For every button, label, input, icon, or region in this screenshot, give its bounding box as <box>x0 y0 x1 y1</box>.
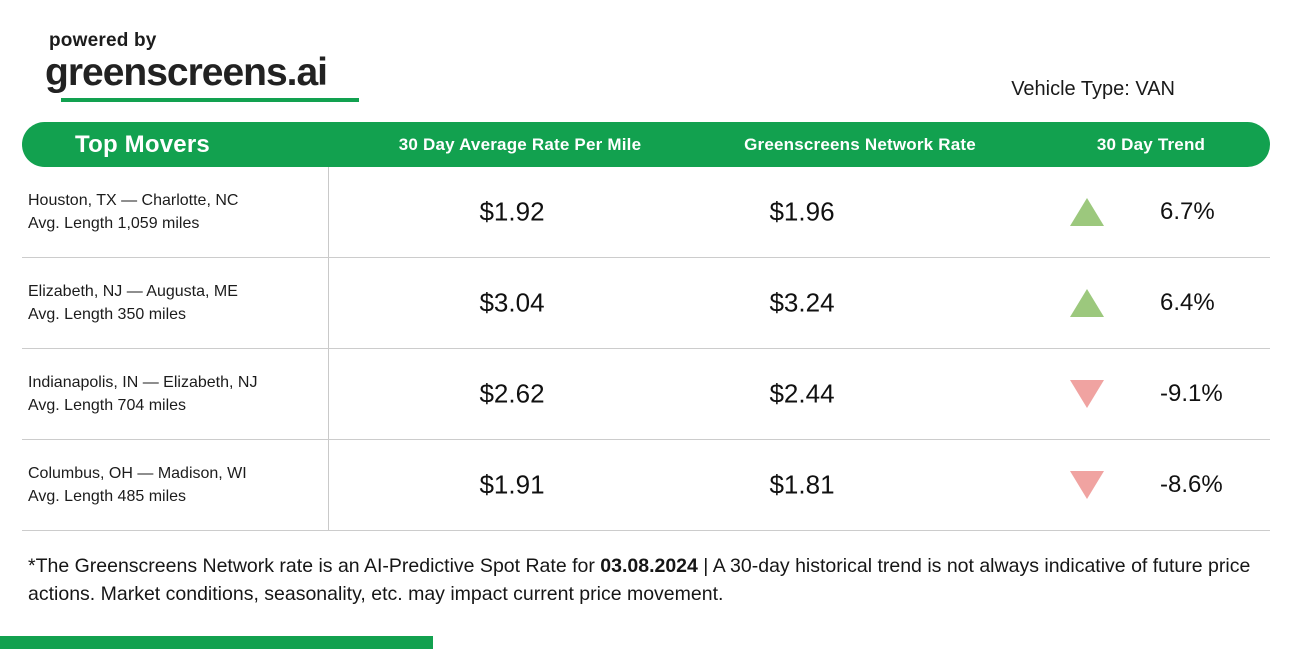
avg-rate-value: $2.62 <box>479 378 545 409</box>
table-row: Indianapolis, IN — Elizabeth, NJ Avg. Le… <box>22 349 1270 440</box>
table-row: Columbus, OH — Madison, WI Avg. Length 4… <box>22 440 1270 531</box>
disclaimer-date: 03.08.2024 <box>600 555 698 577</box>
table-row: Houston, TX — Charlotte, NC Avg. Length … <box>22 167 1270 258</box>
powered-by-label: powered by <box>49 30 157 51</box>
network-rate-value: $1.96 <box>769 196 835 227</box>
trend-value: 6.7% <box>1160 198 1215 225</box>
trend-up-icon <box>1070 198 1104 226</box>
trend-down-icon <box>1070 380 1104 408</box>
bottom-accent-bar <box>0 636 433 649</box>
route-name: Houston, TX — Charlotte, NC <box>28 192 239 209</box>
route-name: Columbus, OH — Madison, WI <box>28 465 247 482</box>
greenscreens-logo: powered by greenscreens.ai <box>45 30 359 102</box>
trend-value: 6.4% <box>1160 289 1215 316</box>
route-avg-length: Avg. Length 1,059 miles <box>28 215 200 232</box>
column-divider <box>328 167 329 531</box>
top-movers-table: Houston, TX — Charlotte, NC Avg. Length … <box>22 167 1270 531</box>
column-header-network-rate: Greenscreens Network Rate <box>744 134 976 154</box>
route-avg-length: Avg. Length 350 miles <box>28 306 187 323</box>
logo-underline <box>61 98 359 102</box>
network-rate-value: $2.44 <box>769 378 835 409</box>
table-header-bar: Top Movers 30 Day Average Rate Per Mile … <box>22 122 1270 167</box>
column-header-trend: 30 Day Trend <box>1096 134 1206 154</box>
route-cell: Houston, TX — Charlotte, NC Avg. Length … <box>28 189 238 235</box>
network-rate-value: $3.24 <box>769 287 835 318</box>
route-avg-length: Avg. Length 485 miles <box>28 488 187 505</box>
route-name: Elizabeth, NJ — Augusta, ME <box>28 283 238 300</box>
network-rate-value: $1.81 <box>769 469 835 500</box>
disclaimer-suffix: | A 30-day historical trend is not alway… <box>28 555 1251 605</box>
column-header-avg-rate: 30 Day Average Rate Per Mile <box>398 134 642 154</box>
trend-value: -8.6% <box>1160 471 1223 498</box>
route-name: Indianapolis, IN — Elizabeth, NJ <box>28 374 258 391</box>
avg-rate-value: $1.91 <box>479 469 545 500</box>
disclaimer-prefix: *The Greenscreens Network rate is an AI-… <box>28 555 601 577</box>
trend-up-icon <box>1070 289 1104 317</box>
page-title: Top Movers <box>75 130 210 158</box>
logo-wordmark: greenscreens.ai <box>45 51 328 94</box>
avg-rate-value: $1.92 <box>479 196 545 227</box>
trend-value: -9.1% <box>1160 380 1223 407</box>
disclaimer-text: *The Greenscreens Network rate is an AI-… <box>28 552 1268 608</box>
trend-down-icon <box>1070 471 1104 499</box>
avg-rate-value: $3.04 <box>479 287 545 318</box>
vehicle-type-label: Vehicle Type: VAN <box>1011 78 1175 100</box>
route-cell: Indianapolis, IN — Elizabeth, NJ Avg. Le… <box>28 371 257 417</box>
route-cell: Elizabeth, NJ — Augusta, ME Avg. Length … <box>28 280 238 326</box>
route-avg-length: Avg. Length 704 miles <box>28 397 187 414</box>
table-row: Elizabeth, NJ — Augusta, ME Avg. Length … <box>22 258 1270 349</box>
route-cell: Columbus, OH — Madison, WI Avg. Length 4… <box>28 462 247 508</box>
